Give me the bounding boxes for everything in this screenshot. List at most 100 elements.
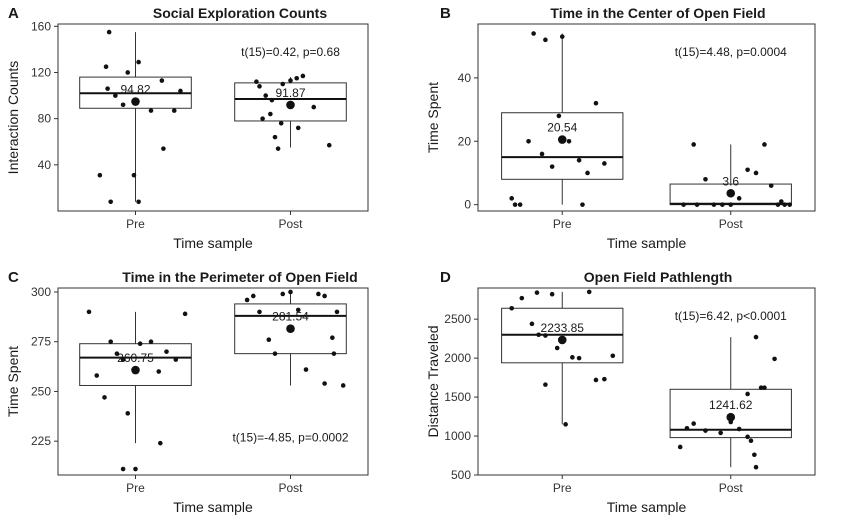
mean-label: 1241.62 xyxy=(709,398,753,412)
data-point xyxy=(554,345,560,351)
data-point xyxy=(745,167,750,173)
mean-point xyxy=(286,324,295,334)
data-point xyxy=(684,425,690,431)
data-point xyxy=(787,202,793,207)
panel-a: A Social Exploration Counts 40 80 120 160 Pre P… xyxy=(5,5,369,251)
y-tick-label: 20 xyxy=(458,134,472,148)
data-point xyxy=(334,309,340,315)
data-point xyxy=(576,157,582,163)
data-point xyxy=(728,202,734,207)
y-tick-label: 120 xyxy=(31,65,51,79)
data-point xyxy=(164,349,169,354)
data-point xyxy=(86,309,92,315)
y-axis-title: Interaction Counts xyxy=(5,61,21,175)
x-tick-label-post: Post xyxy=(719,217,744,231)
y-axis-title: Distance Traveled xyxy=(425,325,441,437)
data-point xyxy=(536,332,541,338)
data-point xyxy=(736,196,742,201)
y-tick-label: 500 xyxy=(451,468,471,482)
y-tick-label: 225 xyxy=(31,434,51,448)
data-point xyxy=(294,75,300,81)
data-point xyxy=(108,339,113,345)
plot-frame xyxy=(57,23,369,212)
mean-point xyxy=(286,100,295,110)
mean-point xyxy=(726,188,736,198)
data-point xyxy=(326,142,332,148)
data-point xyxy=(681,202,686,207)
data-point xyxy=(171,108,177,113)
data-point xyxy=(244,297,250,303)
data-point xyxy=(549,291,555,297)
y-tick-label: 2500 xyxy=(444,312,471,326)
box-iqr xyxy=(234,303,347,355)
data-point xyxy=(694,202,700,207)
y-tick-label: 1000 xyxy=(444,429,471,443)
data-point xyxy=(133,466,138,472)
data-point xyxy=(266,337,272,343)
data-point xyxy=(257,309,262,315)
data-point xyxy=(97,172,103,178)
data-point xyxy=(752,452,757,458)
data-point xyxy=(103,64,109,70)
data-point xyxy=(745,434,750,440)
y-tick-label: 2000 xyxy=(444,351,471,365)
data-point xyxy=(748,438,754,444)
x-tick-label-post: Post xyxy=(278,217,303,231)
chart-title: Open Field Pathlength xyxy=(584,269,733,285)
data-point xyxy=(593,100,599,106)
data-point xyxy=(275,146,281,151)
data-point xyxy=(102,395,107,400)
data-point xyxy=(260,116,265,121)
data-point xyxy=(161,146,166,151)
data-point xyxy=(106,29,112,35)
x-axis-title: Time sample xyxy=(173,235,253,251)
data-point xyxy=(768,183,774,188)
box-iqr xyxy=(669,388,792,439)
data-point xyxy=(779,199,784,204)
data-point xyxy=(105,86,110,91)
y-tick-label: 160 xyxy=(31,19,51,33)
data-point xyxy=(509,196,514,201)
data-point xyxy=(322,381,327,386)
box-group-pre: 94.82 xyxy=(79,29,192,205)
mean-point xyxy=(557,135,567,144)
stat-annotation: t(15)=6.42, p<0.0001 xyxy=(675,309,787,323)
data-point xyxy=(517,202,523,207)
data-point xyxy=(758,385,764,391)
mean-label: 2233.85 xyxy=(541,321,585,335)
data-point xyxy=(534,290,540,295)
data-point xyxy=(585,170,590,176)
box-group-post: 281.54 xyxy=(234,289,347,388)
panel-c: C Time in the Perimeter of Open Field 225 2… xyxy=(5,269,369,515)
data-point xyxy=(311,104,317,110)
data-point xyxy=(159,78,165,83)
data-point xyxy=(711,202,717,207)
mean-label: 281.54 xyxy=(272,310,309,324)
data-point xyxy=(254,79,259,85)
data-point xyxy=(566,138,572,144)
box-group-post: 1241.62 xyxy=(669,334,792,470)
x-tick-label-pre: Pre xyxy=(553,217,572,231)
data-point xyxy=(137,341,143,347)
y-tick-label: 0 xyxy=(464,198,471,212)
data-point xyxy=(512,202,518,207)
panel-d: D Open Field Pathlength 500 1000 1500 2000 250… xyxy=(425,269,816,515)
mean-point xyxy=(557,335,567,345)
data-point xyxy=(543,37,548,43)
data-point xyxy=(113,93,118,98)
data-point xyxy=(720,202,725,207)
mean-label: 20.54 xyxy=(547,121,577,135)
data-point xyxy=(120,466,126,472)
data-point xyxy=(703,428,708,433)
chart-title: Time in the Perimeter of Open Field xyxy=(122,269,357,285)
y-tick-label: 250 xyxy=(31,384,51,398)
data-point xyxy=(782,202,787,207)
panel-letter: D xyxy=(440,269,451,286)
data-point xyxy=(602,161,607,166)
data-point xyxy=(593,377,599,383)
data-point xyxy=(316,291,321,297)
data-point xyxy=(340,383,346,388)
data-point xyxy=(114,351,120,356)
y-tick-label: 40 xyxy=(38,158,52,172)
mean-label: 91.87 xyxy=(275,86,305,100)
